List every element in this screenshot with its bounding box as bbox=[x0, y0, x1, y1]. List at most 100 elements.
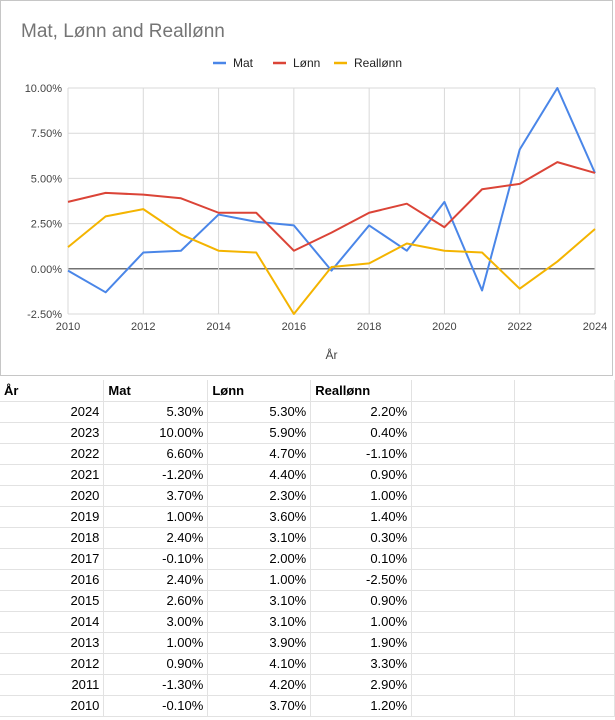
cell-mat[interactable]: 3.70% bbox=[103, 485, 209, 507]
cell-reallonn[interactable]: 0.90% bbox=[310, 464, 413, 486]
cell-year[interactable]: 2019 bbox=[0, 506, 105, 528]
series-line-0[interactable] bbox=[67, 87, 596, 294]
empty-cell[interactable] bbox=[411, 506, 516, 528]
cell-lonn[interactable]: 5.30% bbox=[207, 401, 312, 423]
cell-lonn[interactable]: 4.40% bbox=[207, 464, 312, 486]
empty-cell[interactable] bbox=[411, 422, 516, 444]
legend-label[interactable]: Mat bbox=[233, 56, 254, 70]
chart-container[interactable]: Mat, Lønn and Reallønn -2.50% 0.00% 2.50% 5… bbox=[0, 0, 613, 376]
empty-cell[interactable] bbox=[514, 527, 615, 549]
cell-year[interactable]: 2016 bbox=[0, 569, 105, 591]
empty-cell[interactable] bbox=[514, 653, 615, 675]
empty-cell[interactable] bbox=[514, 401, 615, 423]
legend-label[interactable]: Lønn bbox=[293, 56, 320, 70]
cell-year[interactable]: 2020 bbox=[0, 485, 105, 507]
cell-lonn[interactable]: 4.20% bbox=[207, 674, 312, 696]
cell-mat[interactable]: 1.00% bbox=[103, 632, 209, 654]
empty-cell[interactable] bbox=[514, 674, 615, 696]
cell-reallonn[interactable]: 0.90% bbox=[310, 590, 413, 612]
empty-cell[interactable] bbox=[411, 527, 516, 549]
cell-mat[interactable]: 2.40% bbox=[103, 569, 209, 591]
cell-lonn[interactable]: 3.60% bbox=[207, 506, 312, 528]
cell-reallonn[interactable]: 1.40% bbox=[310, 506, 413, 528]
cell-mat[interactable]: 5.30% bbox=[103, 401, 209, 423]
cell-year[interactable]: 2017 bbox=[0, 548, 105, 570]
empty-cell[interactable] bbox=[514, 632, 615, 654]
cell-lonn[interactable]: 3.90% bbox=[207, 632, 312, 654]
line-chart[interactable]: -2.50% 0.00% 2.50% 5.00% 7.50% 10.00% 2010 2012… bbox=[1, 1, 614, 377]
empty-cell[interactable] bbox=[514, 443, 615, 465]
cell-lonn[interactable]: 3.10% bbox=[207, 590, 312, 612]
cell-reallonn[interactable]: 1.00% bbox=[310, 485, 413, 507]
cell-reallonn[interactable]: 0.40% bbox=[310, 422, 413, 444]
cell-mat[interactable]: -1.20% bbox=[103, 464, 209, 486]
empty-cell[interactable] bbox=[411, 695, 516, 717]
empty-cell[interactable] bbox=[514, 485, 615, 507]
empty-cell[interactable] bbox=[411, 590, 516, 612]
cell-year[interactable]: 2023 bbox=[0, 422, 105, 444]
cell-year[interactable]: 2012 bbox=[0, 653, 105, 675]
cell-year[interactable]: 2014 bbox=[0, 611, 105, 633]
empty-cell[interactable] bbox=[411, 401, 516, 423]
cell-mat[interactable]: -0.10% bbox=[103, 548, 209, 570]
cell-reallonn[interactable]: -2.50% bbox=[310, 569, 413, 591]
cell-mat[interactable]: 2.40% bbox=[103, 527, 209, 549]
empty-cell[interactable] bbox=[411, 653, 516, 675]
legend-label[interactable]: Reallønn bbox=[354, 56, 402, 70]
empty-cell[interactable] bbox=[514, 611, 615, 633]
cell-year[interactable]: 2018 bbox=[0, 527, 105, 549]
empty-cell[interactable] bbox=[411, 548, 516, 570]
cell-lonn[interactable]: 3.10% bbox=[207, 527, 312, 549]
cell-reallonn[interactable]: 0.10% bbox=[310, 548, 413, 570]
empty-cell[interactable] bbox=[411, 464, 516, 486]
cell-lonn[interactable]: 1.00% bbox=[207, 569, 312, 591]
cell-reallonn[interactable]: -1.10% bbox=[310, 443, 413, 465]
header-reallonn[interactable]: Reallønn bbox=[310, 380, 413, 402]
cell-mat[interactable]: 2.60% bbox=[103, 590, 209, 612]
empty-cell[interactable] bbox=[514, 695, 615, 717]
cell-year[interactable]: 2022 bbox=[0, 443, 105, 465]
cell-reallonn[interactable]: 2.90% bbox=[310, 674, 413, 696]
cell-mat[interactable]: 3.00% bbox=[103, 611, 209, 633]
cell-lonn[interactable]: 5.90% bbox=[207, 422, 312, 444]
cell-mat[interactable]: -1.30% bbox=[103, 674, 209, 696]
cell-year[interactable]: 2011 bbox=[0, 674, 105, 696]
header-mat[interactable]: Mat bbox=[103, 380, 209, 402]
series-line-2[interactable] bbox=[67, 208, 596, 315]
empty-cell[interactable] bbox=[411, 611, 516, 633]
cell-lonn[interactable]: 3.70% bbox=[207, 695, 312, 717]
cell-year[interactable]: 2013 bbox=[0, 632, 105, 654]
cell-reallonn[interactable]: 2.20% bbox=[310, 401, 413, 423]
cell-reallonn[interactable]: 1.90% bbox=[310, 632, 413, 654]
cell-year[interactable]: 2015 bbox=[0, 590, 105, 612]
cell-mat[interactable]: -0.10% bbox=[103, 695, 209, 717]
series-line-1[interactable] bbox=[67, 161, 596, 252]
cell-year[interactable]: 2021 bbox=[0, 464, 105, 486]
empty-cell[interactable] bbox=[411, 380, 516, 402]
cell-year[interactable]: 2010 bbox=[0, 695, 105, 717]
cell-mat[interactable]: 6.60% bbox=[103, 443, 209, 465]
empty-cell[interactable] bbox=[411, 443, 516, 465]
cell-reallonn[interactable]: 1.00% bbox=[310, 611, 413, 633]
cell-mat[interactable]: 1.00% bbox=[103, 506, 209, 528]
cell-mat[interactable]: 0.90% bbox=[103, 653, 209, 675]
empty-cell[interactable] bbox=[514, 464, 615, 486]
empty-cell[interactable] bbox=[411, 569, 516, 591]
cell-lonn[interactable]: 2.00% bbox=[207, 548, 312, 570]
cell-lonn[interactable]: 2.30% bbox=[207, 485, 312, 507]
empty-cell[interactable] bbox=[411, 674, 516, 696]
cell-lonn[interactable]: 3.10% bbox=[207, 611, 312, 633]
empty-cell[interactable] bbox=[514, 422, 615, 444]
empty-cell[interactable] bbox=[514, 590, 615, 612]
empty-cell[interactable] bbox=[514, 548, 615, 570]
cell-reallonn[interactable]: 1.20% bbox=[310, 695, 413, 717]
cell-mat[interactable]: 10.00% bbox=[103, 422, 209, 444]
cell-lonn[interactable]: 4.70% bbox=[207, 443, 312, 465]
empty-cell[interactable] bbox=[411, 632, 516, 654]
empty-cell[interactable] bbox=[514, 569, 615, 591]
empty-cell[interactable] bbox=[514, 506, 615, 528]
cell-reallonn[interactable]: 3.30% bbox=[310, 653, 413, 675]
header-lonn[interactable]: Lønn bbox=[207, 380, 312, 402]
empty-cell[interactable] bbox=[514, 380, 615, 402]
cell-lonn[interactable]: 4.10% bbox=[207, 653, 312, 675]
